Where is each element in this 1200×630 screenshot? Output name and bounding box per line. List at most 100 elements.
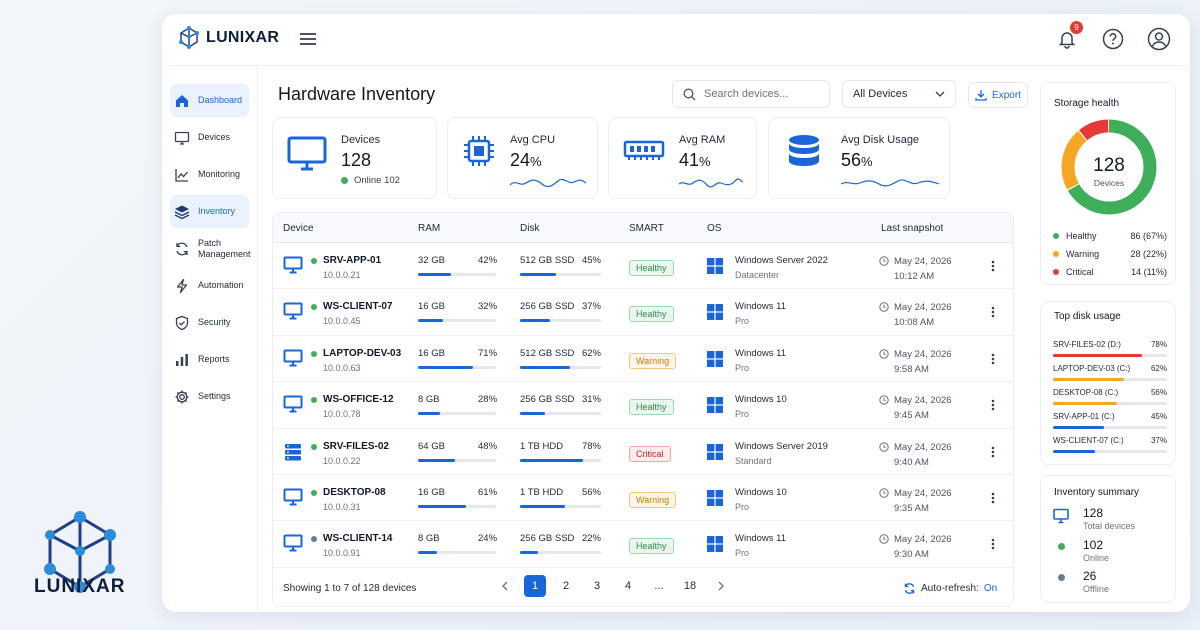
sidebar-item-label: Security [198, 317, 231, 327]
row-actions-button[interactable] [991, 446, 995, 461]
table-row[interactable]: LAPTOP-DEV-03 10.0.0.63 16 GB 71% 512 GB SSD… [273, 336, 1013, 383]
disk-size: 256 GB SSD [520, 394, 575, 406]
sidebar-item-devices[interactable]: Devices [170, 121, 249, 154]
column-header-device[interactable]: Device [283, 223, 314, 234]
row-actions-button[interactable] [991, 353, 995, 368]
sidebar-item-patch-management[interactable]: Patch Management [170, 232, 251, 265]
legend-value: 28 (22%) [1130, 249, 1167, 259]
summary-number: 26 [1083, 569, 1097, 583]
disk-percent: 62% [1150, 364, 1167, 373]
smart-status-badge: Healthy [629, 260, 674, 276]
page-button[interactable]: 1 [524, 575, 546, 597]
prev-page-button[interactable] [493, 575, 515, 597]
table-row[interactable]: SRV-FILES-02 10.0.0.22 64 GB 48% 1 TB HDD 78%… [273, 429, 1013, 475]
table-row[interactable]: SRV-APP-01 10.0.0.21 32 GB 42% 512 GB SSD 45%… [273, 243, 1013, 290]
sidebar-item-automation[interactable]: Automation [170, 269, 249, 302]
column-header-ram[interactable]: RAM [418, 223, 441, 234]
os-icon [707, 258, 723, 277]
monitor-icon [283, 256, 303, 274]
disk-percent: 22% [581, 533, 601, 545]
sidebar-item-monitoring[interactable]: Monitoring [170, 158, 249, 191]
device-table: Device RAM Disk SMART OS Last snapshot S… [272, 212, 1014, 607]
legend-dot [1053, 269, 1059, 275]
sidebar-item-security[interactable]: Security [170, 306, 249, 339]
logo-text: LUNIXAR [206, 29, 280, 46]
notifications-button[interactable]: 9 [1054, 21, 1083, 52]
storage-health-card: Storage health 128 Devices Healthy 86 (67… [1040, 82, 1176, 285]
disk-usage-bar [1053, 450, 1167, 453]
auto-refresh-toggle[interactable]: Auto-refresh: On [903, 582, 997, 595]
monitor-icon [283, 302, 303, 320]
disk-size: 256 GB SSD [520, 533, 575, 545]
table-row[interactable]: DESKTOP-08 10.0.0.31 16 GB 61% 1 TB HDD 56% Wa… [273, 475, 1013, 522]
search-input[interactable]: Search devices... [672, 80, 830, 108]
page-button[interactable]: 4 [624, 580, 632, 592]
os-icon [707, 397, 723, 416]
stat-unit: % [530, 154, 542, 169]
monitor-icon [1053, 508, 1069, 524]
export-label: Export [992, 89, 1021, 101]
page-button[interactable]: 3 [593, 580, 601, 592]
device-name[interactable]: SRV-FILES-02 [323, 440, 389, 452]
device-type-icon [283, 302, 303, 323]
table-row[interactable]: WS-CLIENT-14 10.0.0.91 8 GB 24% 256 GB SSD 22… [273, 521, 1013, 568]
next-page-button[interactable] [710, 575, 732, 597]
card-title: Top disk usage [1054, 311, 1121, 322]
column-header-os[interactable]: OS [707, 223, 722, 234]
row-actions-button[interactable] [991, 492, 995, 507]
row-actions-button[interactable] [991, 260, 995, 275]
page-button[interactable]: 18 [683, 580, 697, 592]
more-options-icon [991, 353, 995, 365]
clock-icon [879, 256, 889, 266]
help-button[interactable] [1100, 26, 1126, 52]
top-bar: LUNIXAR 9 [162, 14, 1190, 66]
page-button[interactable]: 2 [562, 580, 570, 592]
legend-value: 86 (67%) [1130, 231, 1167, 241]
column-header-last-snapshot[interactable]: Last snapshot [881, 223, 944, 234]
user-button[interactable] [1146, 26, 1172, 52]
ram-size: 16 GB [418, 301, 445, 313]
table-row[interactable]: WS-OFFICE-12 10.0.0.78 8 GB 28% 256 GB SSD 31… [273, 382, 1013, 429]
menu-icon[interactable] [300, 33, 316, 45]
device-filter-select[interactable]: All Devices [842, 80, 956, 108]
ram-percent: 28% [478, 394, 498, 406]
device-name[interactable]: LAPTOP-DEV-03 [323, 347, 402, 359]
sidebar-item-dashboard[interactable]: Dashboard [170, 84, 249, 117]
offline-dot [1057, 574, 1065, 581]
os-icon [707, 489, 723, 509]
donut-segment-warning [1061, 119, 1157, 215]
table-row[interactable]: WS-CLIENT-07 10.0.0.45 16 GB 32% 256 GB SSD 3… [273, 289, 1013, 336]
ram-usage-bar [418, 412, 496, 416]
disk-size: 1 TB HDD [520, 440, 564, 452]
sidebar-item-settings[interactable]: Settings [170, 380, 249, 413]
disk-label: WS-CLIENT-07 (C:) [1053, 436, 1124, 445]
os-edition: Standard [735, 455, 772, 466]
device-name[interactable]: WS-CLIENT-14 [323, 533, 393, 545]
status-dot [311, 536, 317, 543]
export-button[interactable]: Export [968, 82, 1028, 108]
stat-label: Avg RAM [679, 134, 726, 146]
column-header-disk[interactable]: Disk [520, 223, 540, 234]
device-name[interactable]: DESKTOP-08 [323, 486, 386, 498]
device-name[interactable]: SRV-APP-01 [323, 255, 382, 266]
summary-label: Online [1083, 553, 1110, 563]
disk-percent: 45% [1150, 412, 1167, 421]
clock-icon [879, 441, 889, 452]
row-actions-button[interactable] [991, 399, 995, 414]
stat-value: 24% [510, 150, 542, 171]
device-name[interactable]: WS-OFFICE-12 [323, 394, 394, 406]
row-actions-button[interactable] [991, 538, 995, 553]
donut-center: 128 Devices [1059, 155, 1159, 188]
logo[interactable]: LUNIXAR [176, 25, 279, 51]
clock-icon [879, 302, 889, 313]
ram-usage-bar [418, 458, 496, 462]
device-ip: 10.0.0.31 [323, 501, 361, 512]
sidebar-item-inventory[interactable]: Inventory [170, 195, 249, 228]
sidebar-item-reports[interactable]: Reports [170, 343, 249, 376]
row-actions-button[interactable] [991, 306, 995, 321]
disk-usage-bar [520, 551, 601, 555]
column-header-smart[interactable]: SMART [629, 223, 664, 234]
os-edition: Pro [735, 409, 750, 420]
device-name[interactable]: WS-CLIENT-07 [323, 301, 393, 313]
monitor-icon [283, 534, 303, 552]
